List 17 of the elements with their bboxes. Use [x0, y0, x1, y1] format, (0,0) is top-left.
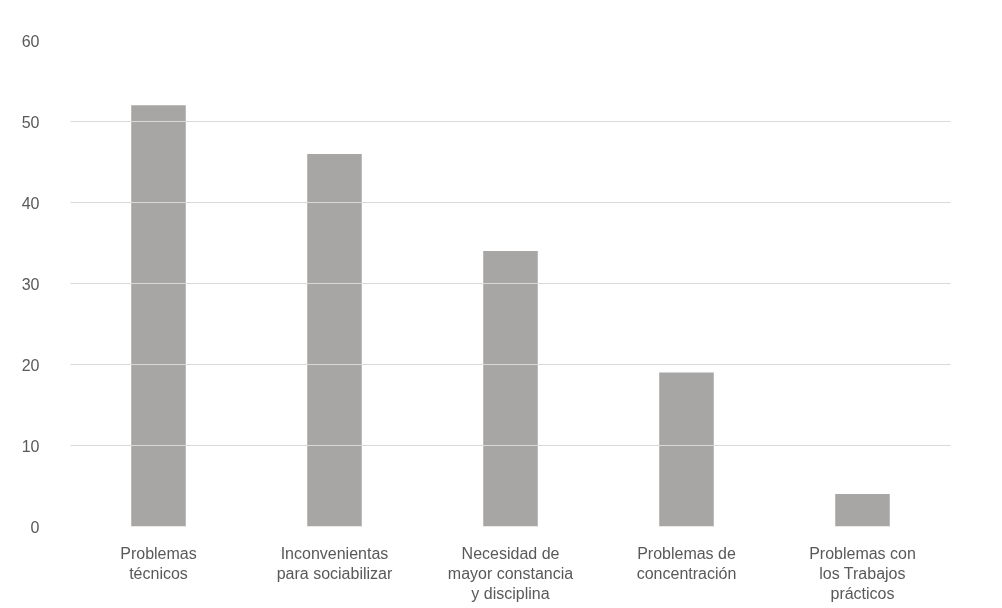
x-tick-label: Problemas técnicos	[120, 544, 197, 582]
bar	[131, 105, 186, 527]
y-tick-label: 30	[21, 275, 40, 293]
y-tick-label: 40	[21, 194, 40, 212]
x-tick-label: Necesidad de mayor constancia y disciplina	[447, 544, 574, 603]
bar	[307, 153, 362, 527]
bar	[835, 494, 890, 527]
x-tick-label: Problemas de concentración	[636, 544, 737, 582]
y-tick-label: 20	[21, 356, 40, 374]
y-tick-label: 50	[21, 113, 40, 131]
bar	[659, 372, 714, 527]
bar	[483, 251, 538, 527]
y-tick-label: 0	[30, 518, 40, 536]
x-tick-label: Inconvenientas para sociabilizar	[276, 544, 393, 582]
y-tick-label: 10	[21, 437, 40, 455]
y-tick-label: 60	[21, 32, 40, 50]
x-tick-label: Problemas con los Trabajos prácticos	[809, 544, 916, 603]
